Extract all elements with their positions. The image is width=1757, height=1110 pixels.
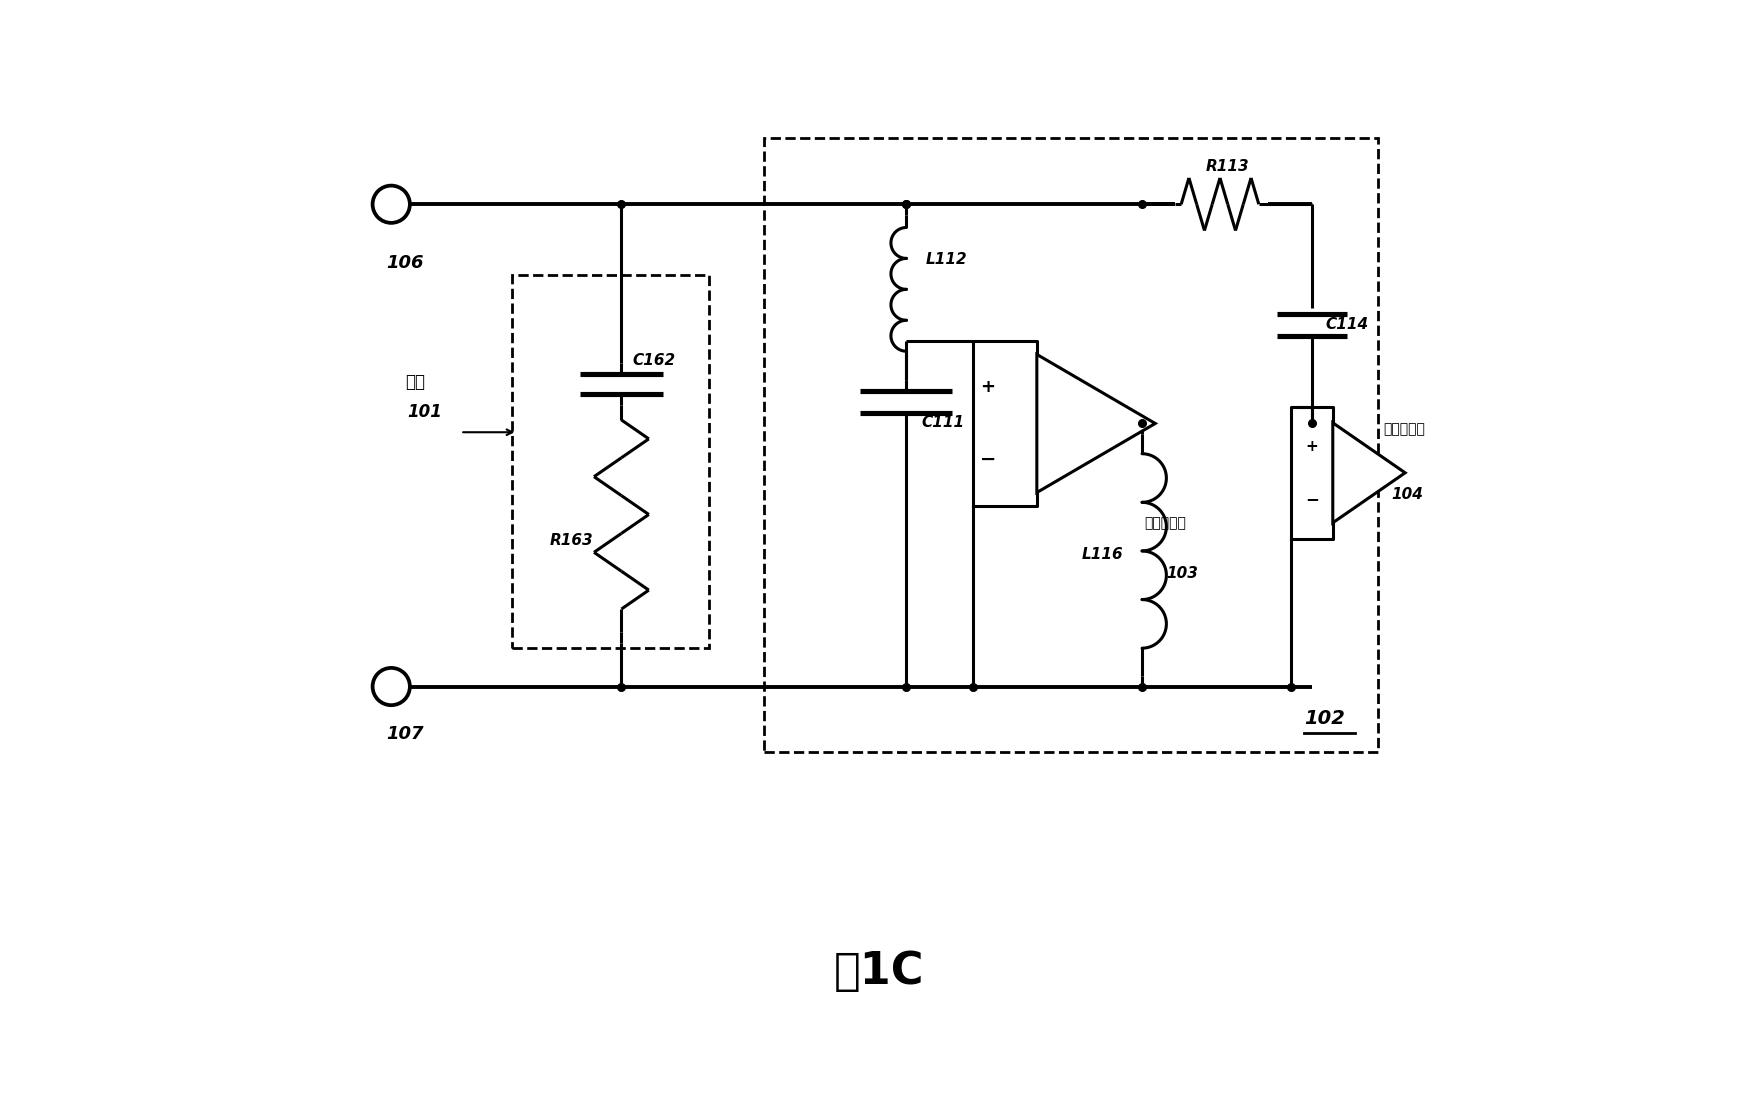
Text: 低频扬声器: 低频扬声器 [1144, 516, 1186, 531]
Text: 106: 106 [385, 253, 423, 272]
Text: R113: R113 [1205, 159, 1247, 173]
Text: L116: L116 [1081, 547, 1123, 563]
Text: C162: C162 [633, 353, 675, 367]
Text: −: − [979, 451, 996, 470]
Text: +: + [1305, 438, 1318, 454]
Polygon shape [1037, 354, 1154, 493]
Text: 图1C: 图1C [833, 950, 924, 993]
Text: 107: 107 [385, 725, 423, 743]
Text: 101: 101 [408, 403, 443, 422]
Text: C114: C114 [1325, 317, 1367, 332]
Text: C111: C111 [921, 415, 965, 430]
Text: +: + [979, 379, 994, 396]
Polygon shape [1332, 423, 1404, 523]
Text: 102: 102 [1304, 709, 1344, 728]
Text: −: − [1304, 491, 1318, 508]
Text: R163: R163 [550, 533, 594, 547]
Text: 103: 103 [1165, 566, 1197, 581]
Text: 104: 104 [1390, 487, 1421, 502]
Bar [511, 275, 708, 648]
Text: 电路: 电路 [406, 373, 425, 391]
Text: L112: L112 [926, 252, 966, 266]
Bar [764, 139, 1377, 753]
Text: 高频扬声器: 高频扬声器 [1383, 422, 1425, 436]
